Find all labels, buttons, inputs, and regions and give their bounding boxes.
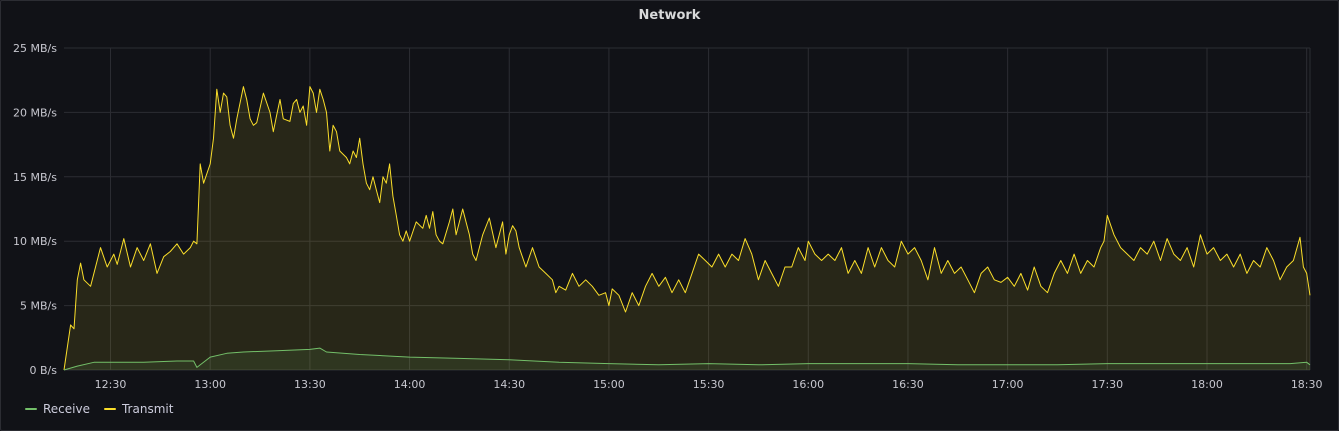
x-tick-label: 14:00 (394, 378, 426, 391)
series-area-transmit (64, 86, 1310, 370)
x-tick-label: 15:30 (693, 378, 725, 391)
y-tick-label: 10 MB/s (13, 235, 57, 248)
series-area-receive (64, 348, 1310, 370)
x-tick-label: 17:30 (1091, 378, 1123, 391)
x-tick-label: 12:30 (95, 378, 127, 391)
x-tick-label: 18:30 (1291, 378, 1323, 391)
x-tick-label: 14:30 (493, 378, 525, 391)
y-tick-label: 20 MB/s (13, 106, 57, 119)
y-tick-label: 15 MB/s (13, 171, 57, 184)
series-line-receive (63, 347, 1311, 371)
y-tick-label: 0 B/s (30, 364, 58, 377)
network-chart: 0 B/s 5 MB/s 10 MB/s 15 MB/s 20 MB/s 25 MB/s 1… (13, 42, 1323, 391)
x-tick-label: 16:00 (792, 378, 824, 391)
panel-title[interactable]: Network (638, 8, 701, 23)
legend-label-receive: Receive (43, 402, 90, 416)
y-tick-label: 25 MB/s (13, 42, 57, 55)
legend-swatch-receive (25, 408, 37, 410)
series-line-transmit (63, 86, 1311, 371)
y-tick-label: 5 MB/s (20, 300, 57, 313)
legend-swatch-transmit (103, 408, 116, 410)
legend-item-receive[interactable]: Receive (25, 402, 90, 416)
legend: Receive Transmit (25, 402, 173, 416)
x-tick-label: 17:00 (992, 378, 1024, 391)
x-tick-label: 13:30 (294, 378, 326, 391)
legend-label-transmit: Transmit (121, 402, 174, 416)
x-tick-label: 15:00 (593, 378, 625, 391)
x-tick-label: 18:00 (1191, 378, 1223, 391)
x-tick-label: 16:30 (892, 378, 924, 391)
legend-item-transmit[interactable]: Transmit (103, 402, 174, 416)
x-tick-label: 13:00 (194, 378, 226, 391)
